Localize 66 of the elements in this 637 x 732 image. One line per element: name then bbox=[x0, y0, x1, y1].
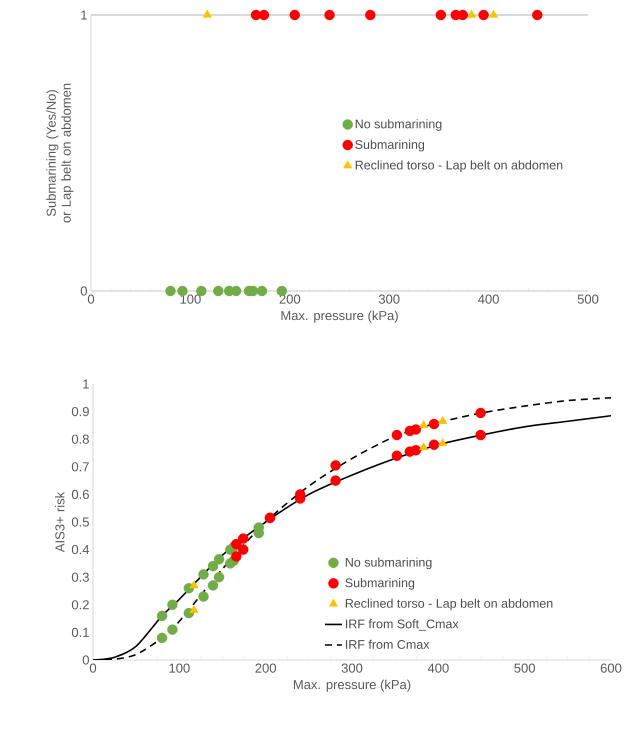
point bbox=[330, 460, 341, 471]
point bbox=[231, 551, 242, 562]
legend-label: IRF from Soft_Cmax bbox=[346, 619, 459, 631]
legend-label: Reclined torso - Lap belt on abdomen bbox=[346, 598, 552, 610]
point bbox=[189, 580, 199, 588]
point bbox=[198, 591, 209, 602]
x-tick-label: 500 bbox=[578, 294, 598, 304]
x-axis-title: Max. pressure (kPa) bbox=[281, 310, 398, 323]
point bbox=[475, 408, 486, 418]
x-axis-title: Max. pressure (kPa) bbox=[294, 680, 410, 692]
y-tick-label: 0.1 bbox=[72, 628, 89, 637]
x-tick-label: 0 bbox=[90, 664, 96, 673]
x-tick-label: 200 bbox=[280, 294, 300, 304]
point bbox=[156, 610, 168, 622]
point bbox=[392, 430, 402, 440]
point bbox=[419, 442, 428, 450]
point bbox=[438, 416, 448, 424]
x-tick-label: 100 bbox=[169, 664, 190, 673]
x-tick-label: 400 bbox=[478, 294, 499, 304]
y-tick-label: 0.7 bbox=[72, 462, 89, 472]
x-tick-label: 400 bbox=[428, 664, 449, 673]
point bbox=[189, 605, 199, 614]
point bbox=[392, 450, 402, 461]
y-tick-label: 0 bbox=[82, 655, 89, 665]
point bbox=[419, 420, 428, 428]
point bbox=[167, 600, 178, 610]
y-tick-label: 0 bbox=[80, 286, 87, 296]
x-tick-label: 300 bbox=[378, 294, 400, 304]
y-tick-label: 0.8 bbox=[72, 434, 89, 444]
legend-label: No submarining bbox=[346, 558, 432, 570]
point bbox=[214, 572, 224, 582]
y-axis-title: AIS3+ risk bbox=[54, 492, 65, 552]
point bbox=[410, 445, 422, 456]
y-tick-label: 0.4 bbox=[72, 544, 90, 554]
y-axis-title: Submarining (Yes/No) or Lap belt on abdomen bbox=[46, 84, 74, 223]
point bbox=[198, 569, 209, 580]
y-tick-label: 0.2 bbox=[72, 600, 89, 610]
point bbox=[238, 544, 248, 555]
legend-label: IRF from Cmax bbox=[346, 640, 430, 649]
legend-label: Reclined torso - Lap belt on abdomen bbox=[356, 160, 562, 172]
x-tick-label: 200 bbox=[255, 664, 276, 673]
point bbox=[475, 430, 486, 440]
point bbox=[156, 632, 168, 644]
x-tick-label: 600 bbox=[600, 664, 622, 673]
x-tick-label: 500 bbox=[514, 664, 535, 673]
point bbox=[428, 418, 440, 430]
y-tick-label: 0.3 bbox=[72, 572, 89, 582]
point bbox=[438, 438, 448, 446]
point bbox=[330, 475, 341, 486]
y-tick-label: 0.5 bbox=[72, 517, 89, 527]
legend-label: Submarining bbox=[355, 140, 424, 152]
y-tick-label: 1 bbox=[83, 380, 89, 388]
point bbox=[410, 424, 422, 435]
legend-label: No submarining bbox=[356, 119, 442, 131]
legend-label: Submarining bbox=[345, 578, 414, 590]
x-tick-label: 100 bbox=[180, 294, 201, 304]
point bbox=[208, 560, 218, 572]
point bbox=[214, 554, 224, 564]
y-tick-label: 0.9 bbox=[72, 406, 89, 416]
y-tick-label: 1 bbox=[81, 10, 87, 20]
point bbox=[208, 580, 218, 591]
point bbox=[238, 533, 248, 544]
point bbox=[167, 624, 178, 635]
x-tick-label: 300 bbox=[342, 664, 362, 673]
y-tick-label: 0.6 bbox=[72, 490, 89, 499]
point bbox=[428, 440, 440, 450]
